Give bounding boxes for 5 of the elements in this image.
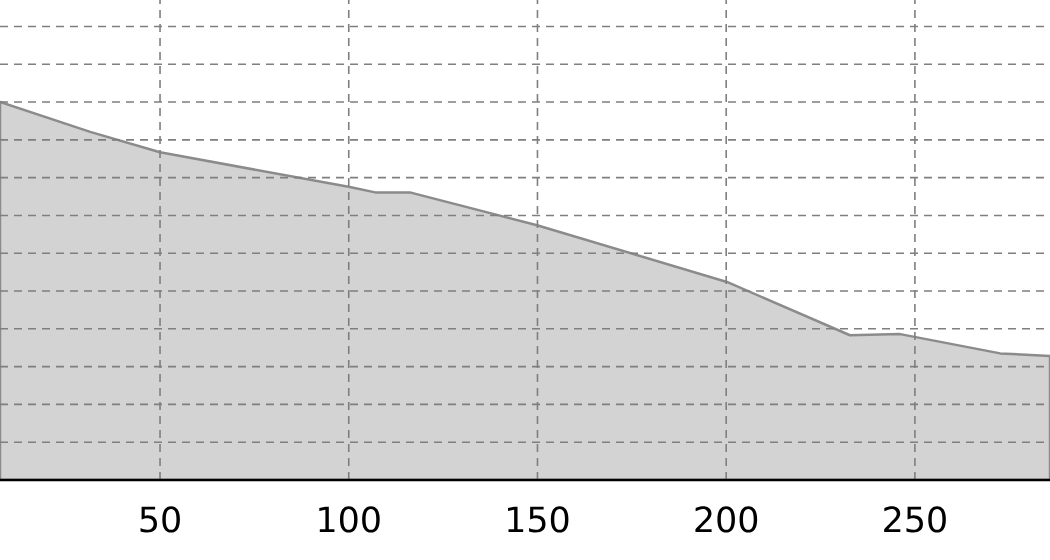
x-tick-label: 150 [508,506,569,533]
x-tick-label: 200 [695,506,758,533]
x-tick-label: 100 [319,506,380,533]
x-tick-label: 250 [884,506,946,533]
x-tick-label: 50 [140,506,180,533]
